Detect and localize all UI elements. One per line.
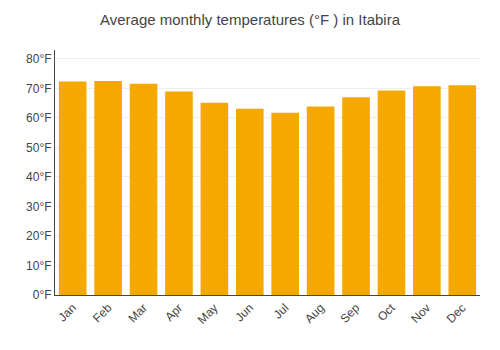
svg-text:80°F: 80°F <box>26 52 51 66</box>
svg-text:60°F: 60°F <box>26 111 51 125</box>
svg-text:Feb: Feb <box>90 301 115 326</box>
svg-text:70°F: 70°F <box>26 82 51 96</box>
svg-text:Oct: Oct <box>375 300 399 324</box>
svg-text:Aug: Aug <box>302 301 327 326</box>
svg-text:Nov: Nov <box>408 301 433 326</box>
svg-text:Dec: Dec <box>444 301 469 326</box>
svg-text:Sep: Sep <box>337 301 362 326</box>
svg-text:Jul: Jul <box>271 301 292 322</box>
svg-text:40°F: 40°F <box>26 170 51 184</box>
svg-text:May: May <box>195 301 221 327</box>
svg-text:Average monthly temperatures (: Average monthly temperatures (°F ) in It… <box>100 11 401 28</box>
svg-text:0°F: 0°F <box>33 288 52 302</box>
svg-text:50°F: 50°F <box>26 141 51 155</box>
svg-text:Apr: Apr <box>162 301 185 324</box>
svg-text:20°F: 20°F <box>26 229 51 243</box>
svg-text:30°F: 30°F <box>26 200 51 214</box>
svg-text:10°F: 10°F <box>26 259 51 273</box>
svg-text:Mar: Mar <box>125 301 150 326</box>
svg-text:Jan: Jan <box>55 301 79 325</box>
svg-text:Jun: Jun <box>233 301 257 325</box>
